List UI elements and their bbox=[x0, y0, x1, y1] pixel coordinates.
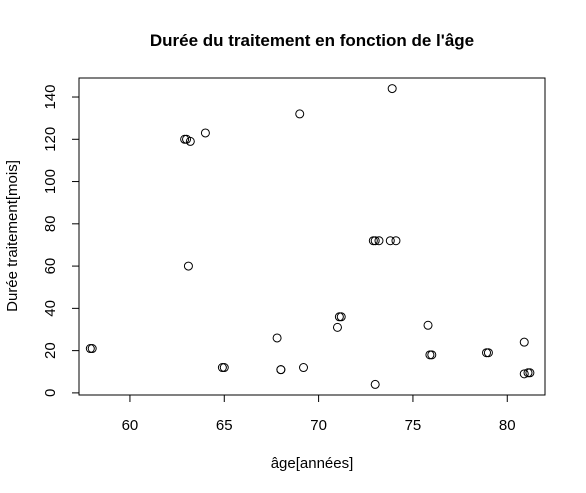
data-point bbox=[427, 350, 437, 360]
y-tick-label: 120 bbox=[42, 127, 59, 152]
x-tick-label: 60 bbox=[122, 417, 139, 434]
data-point bbox=[483, 348, 493, 358]
data-point bbox=[336, 312, 346, 322]
x-tick-label: 65 bbox=[216, 417, 233, 434]
data-point bbox=[185, 136, 195, 146]
x-axis-label: âge[années] bbox=[271, 455, 354, 472]
data-point bbox=[276, 365, 286, 375]
y-tick-label: 40 bbox=[42, 300, 59, 317]
data-point bbox=[332, 322, 342, 332]
y-tick-label: 140 bbox=[42, 85, 59, 110]
data-point bbox=[219, 363, 229, 373]
y-tick-label: 80 bbox=[42, 215, 59, 232]
data-point bbox=[525, 368, 535, 378]
data-point bbox=[183, 261, 193, 271]
y-tick-label: 60 bbox=[42, 258, 59, 275]
data-point bbox=[374, 236, 384, 246]
data-point bbox=[385, 236, 395, 246]
data-points bbox=[85, 84, 535, 389]
x-axis: 60 65 70 75 80 bbox=[122, 394, 516, 434]
data-point bbox=[200, 128, 210, 138]
y-tick-label: 100 bbox=[42, 169, 59, 194]
data-point bbox=[370, 379, 380, 389]
data-point bbox=[295, 109, 305, 119]
x-tick-label: 80 bbox=[499, 417, 516, 434]
data-point bbox=[387, 84, 397, 94]
x-tick-label: 70 bbox=[310, 417, 327, 434]
data-point bbox=[425, 350, 435, 360]
data-point bbox=[519, 337, 529, 347]
data-point bbox=[423, 320, 433, 330]
data-point bbox=[482, 348, 492, 358]
y-axis-label: Durée traitement[mois] bbox=[4, 160, 21, 312]
y-tick-label: 0 bbox=[42, 389, 59, 397]
chart-title: Durée du traitement en fonction de l'âge bbox=[150, 31, 474, 50]
plot-area-frame bbox=[78, 77, 546, 396]
data-point bbox=[391, 236, 401, 246]
data-point bbox=[519, 369, 529, 379]
data-point bbox=[87, 344, 97, 354]
data-point bbox=[85, 344, 95, 354]
data-point bbox=[217, 363, 227, 373]
data-point bbox=[299, 363, 309, 373]
x-tick-label: 75 bbox=[405, 417, 422, 434]
data-point bbox=[370, 236, 380, 246]
data-point bbox=[334, 312, 344, 322]
y-axis: 0 20 40 60 80 100 120 140 bbox=[42, 85, 80, 397]
data-point bbox=[272, 333, 282, 343]
y-tick-label: 20 bbox=[42, 342, 59, 359]
